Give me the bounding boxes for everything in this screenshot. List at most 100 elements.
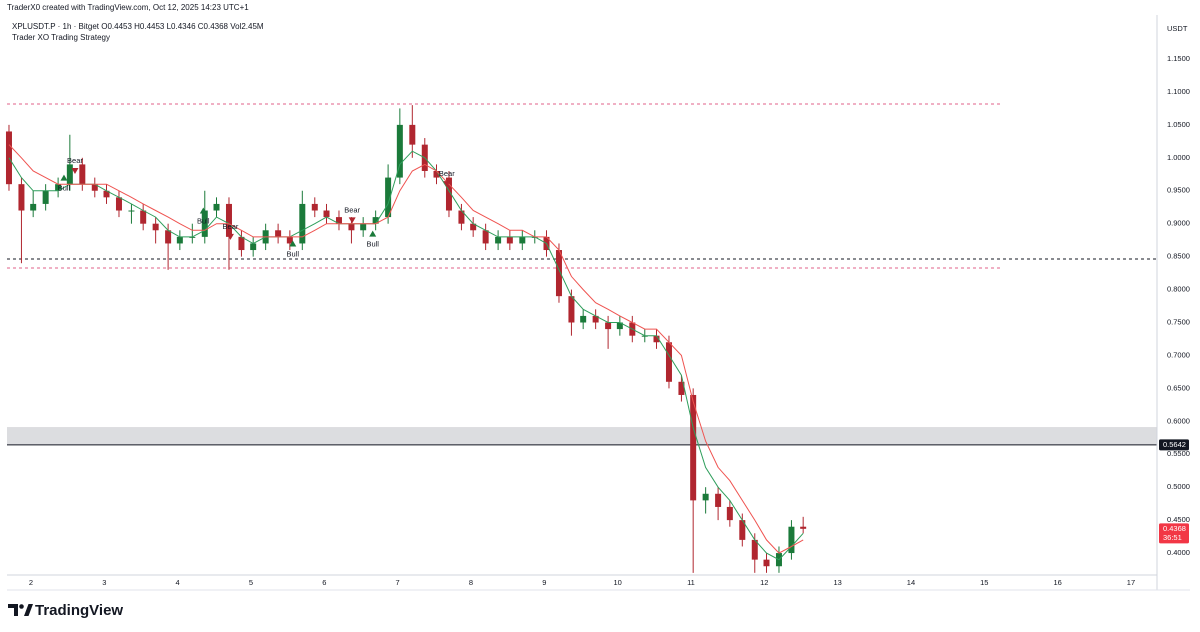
candle-body <box>18 184 25 211</box>
signal-label: Bear <box>223 222 239 231</box>
signal-marker <box>443 181 451 188</box>
candle-body <box>751 539 758 560</box>
y-tick-label: 0.5500 <box>1167 449 1190 458</box>
candle-body <box>519 236 526 244</box>
x-tick-label: 3 <box>102 578 106 587</box>
y-tick-label: 0.4500 <box>1167 515 1190 524</box>
candle-body <box>323 210 330 218</box>
candle-body <box>555 250 562 297</box>
candle-body <box>348 223 355 231</box>
candle-body <box>250 243 257 251</box>
candle-body <box>409 124 416 145</box>
signal-label: Bear <box>439 169 455 178</box>
signal-marker <box>369 230 377 237</box>
x-tick-label: 2 <box>29 578 33 587</box>
y-tick-label: 1.0000 <box>1167 153 1190 162</box>
signal-label: Bear <box>67 156 83 165</box>
symbol-line: XPLUSDT.P · 1h · Bitget O0.4453 H0.4453 … <box>12 22 264 31</box>
candle-body <box>165 230 172 244</box>
candle-body <box>201 210 208 237</box>
candle-body <box>385 177 392 218</box>
candle-body <box>213 203 220 211</box>
candle-body <box>128 210 135 212</box>
candle-body <box>140 210 147 224</box>
signal-label: Bull <box>197 217 210 226</box>
candle-body <box>495 236 502 244</box>
candle-body <box>763 559 770 567</box>
signal-marker <box>199 207 207 214</box>
candle-body <box>396 124 403 178</box>
y-tick-label: 0.7000 <box>1167 350 1190 359</box>
x-tick-label: 10 <box>613 578 621 587</box>
signal-marker <box>60 174 68 181</box>
candle-body <box>275 230 282 237</box>
y-tick-label: 0.9500 <box>1167 186 1190 195</box>
candle-body <box>299 203 306 244</box>
credit: TraderX0 created with TradingView.com, O… <box>7 3 249 12</box>
candle-body <box>433 170 440 178</box>
candle-body <box>66 164 73 185</box>
candle-body <box>152 223 159 231</box>
candle-body <box>445 177 452 211</box>
candle-body <box>800 526 807 529</box>
signal-label: Bear <box>344 205 360 214</box>
x-tick-label: 13 <box>833 578 841 587</box>
y-tick-label: 0.7500 <box>1167 317 1190 326</box>
indicator-name: Trader XO Trading Strategy <box>12 33 110 42</box>
candle-body <box>30 203 37 211</box>
price-label: 0.5642 <box>1163 440 1186 449</box>
x-tick-label: 6 <box>322 578 326 587</box>
signal-label: Bull <box>58 184 71 193</box>
signal-label: Bull <box>366 240 379 249</box>
candle-body <box>726 506 733 521</box>
candle-body <box>715 493 722 507</box>
y-axis-unit: USDT <box>1167 24 1188 33</box>
x-tick-label: 17 <box>1127 578 1135 587</box>
signal-marker <box>226 233 234 240</box>
price-label-box <box>1159 523 1189 544</box>
x-tick-label: 8 <box>469 578 473 587</box>
x-tick-label: 16 <box>1053 578 1061 587</box>
signal-marker <box>71 167 79 174</box>
y-tick-label: 1.1500 <box>1167 54 1190 63</box>
candle-body <box>55 184 62 191</box>
y-tick-label: 0.8500 <box>1167 252 1190 261</box>
plot-area <box>5 103 1157 573</box>
candle-body <box>42 190 49 204</box>
countdown: 36:51 <box>1163 533 1182 542</box>
indicator-line <box>8 144 804 554</box>
candle-body <box>238 236 245 251</box>
y-tick-label: 0.6500 <box>1167 383 1190 392</box>
candle-body <box>79 164 86 185</box>
x-tick-label: 12 <box>760 578 768 587</box>
candle-body <box>311 203 318 211</box>
y-tick-label: 0.5000 <box>1167 482 1190 491</box>
brand-name: TradingView <box>35 602 123 619</box>
y-tick-label: 1.0500 <box>1167 120 1190 129</box>
signal-marker <box>348 217 356 224</box>
x-tick-label: 9 <box>542 578 546 587</box>
x-tick-label: 4 <box>176 578 180 587</box>
x-tick-label: 14 <box>907 578 915 587</box>
y-tick-label: 0.4000 <box>1167 548 1190 557</box>
candle-body <box>568 296 575 323</box>
signal-label: Bull <box>287 249 300 258</box>
candle-body <box>616 322 623 330</box>
candle-body <box>176 236 183 244</box>
candle-body <box>115 197 122 211</box>
x-tick-label: 11 <box>687 578 695 587</box>
candle-body <box>592 315 599 323</box>
y-tick-label: 0.9000 <box>1167 219 1190 228</box>
zone <box>7 427 1157 446</box>
candle-body <box>690 394 697 501</box>
indicator-line <box>8 150 804 561</box>
candle-body <box>702 493 709 501</box>
candle-body <box>605 322 612 330</box>
y-tick-label: 0.8000 <box>1167 285 1190 294</box>
candle-body <box>788 526 795 554</box>
candle-body <box>482 230 489 244</box>
y-tick-label: 0.6000 <box>1167 416 1190 425</box>
candle-body <box>506 236 513 244</box>
